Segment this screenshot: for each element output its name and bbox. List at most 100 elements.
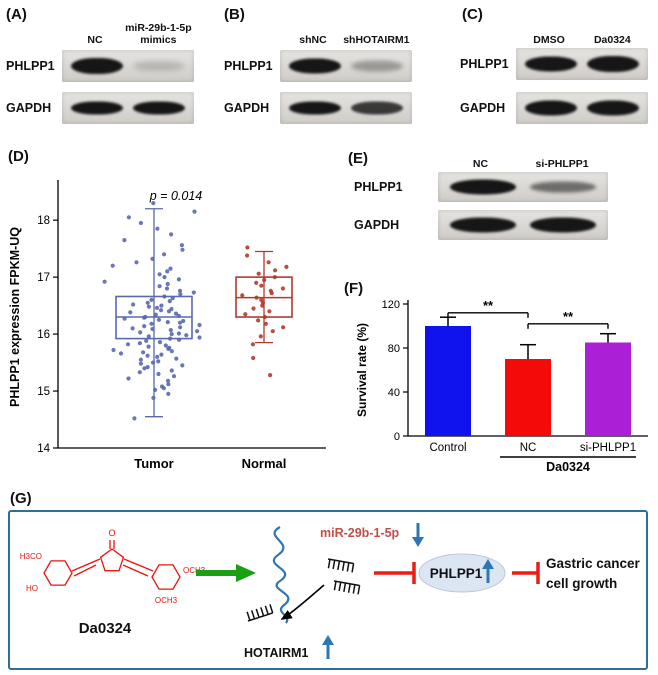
- y-tick-label: 16: [37, 329, 50, 341]
- panel-d-boxplot: (D) 14 15 16 17 18 PHLPP1 expression FPKM-UQ T…: [4, 144, 344, 492]
- y-tick-label: 0: [394, 431, 400, 443]
- panel-c-lane-headers: DMSO Da0324: [516, 8, 648, 46]
- y-tick-label: 17: [37, 272, 50, 284]
- group-label: Da0324: [546, 460, 590, 474]
- gapdh-blot-image: [438, 210, 608, 240]
- phlpp1-blot-image: [516, 48, 648, 80]
- phlpp1-blot-image: [62, 50, 194, 82]
- sponging-arrow: [280, 584, 325, 620]
- cyclopentanone-ring: [99, 548, 125, 572]
- panel-a-lane-headers: NC miR-29b-1-5p mimics: [62, 8, 194, 46]
- h3co-label: H3CO: [20, 552, 42, 561]
- band: [289, 58, 341, 74]
- panel-a-western-blot: (A) NC miR-29b-1-5p mimics PHLPP1 GAPDH: [4, 4, 220, 136]
- blot-row-phlpp1: PHLPP1: [350, 172, 608, 202]
- y-tick-label: 120: [382, 299, 400, 311]
- y-axis-label: PHLPP1 expression FPKM-UQ: [8, 227, 22, 407]
- mirna-comb-icon: [333, 580, 361, 595]
- panel-b-label: (B): [224, 6, 245, 23]
- blot-row-phlpp1: PHLPP1: [224, 50, 412, 82]
- p-value-label: p = 0.014: [149, 189, 203, 203]
- mirna-label: miR-29b-1-5p: [320, 526, 400, 540]
- y-tick-label: 40: [388, 387, 400, 399]
- lane-header-si-phlpp1: si-PHLPP1: [535, 157, 589, 170]
- tumor-normal-boxplot: 14 15 16 17 18 PHLPP1 expression FPKM-UQ Tumor…: [8, 180, 326, 471]
- panel-c-label: (C): [462, 6, 483, 23]
- inhibition-bar-icon: [512, 562, 540, 584]
- x-category-label: si-PHLPP1: [580, 442, 636, 454]
- panel-e-western-blot: (E) NC si-PHLPP1 PHLPP1 GAPDH: [346, 144, 658, 250]
- panel-c-western-blot: (C) DMSO Da0324 PHLPP1 GAPDH: [452, 4, 656, 136]
- significance-label: **: [563, 309, 574, 324]
- band: [289, 101, 341, 115]
- band: [529, 181, 597, 193]
- y-tick-label: 15: [37, 386, 50, 398]
- hotairm1-up-arrow-icon: [322, 635, 334, 659]
- gapdh-blot-image: [62, 92, 194, 124]
- blot-target-label: GAPDH: [6, 101, 52, 115]
- band: [71, 58, 123, 74]
- blot-row-gapdh: GAPDH: [350, 210, 608, 240]
- green-activation-arrow: [196, 564, 256, 582]
- blot-target-label: PHLPP1: [354, 180, 403, 194]
- band: [587, 100, 639, 116]
- blot-target-label: GAPDH: [224, 101, 270, 115]
- phlpp1-up-arrow-icon: [482, 559, 494, 583]
- x-category-label: Control: [429, 442, 466, 454]
- bar-si-phlpp1: [585, 342, 631, 436]
- lane-header-dmso: DMSO: [533, 33, 565, 46]
- mirna-down-arrow-icon: [412, 523, 424, 547]
- och3-bottom-label: OCH3: [155, 596, 178, 605]
- panel-a-label: (A): [6, 6, 27, 23]
- benzene-ring-right: [151, 564, 181, 590]
- y-tick-label: 80: [388, 343, 400, 355]
- benzene-ring-left: [43, 560, 73, 586]
- band: [525, 56, 577, 72]
- significance-label: **: [483, 298, 494, 313]
- hotairm1-label: HOTAIRM1: [244, 646, 308, 660]
- y-tick-label: 14: [37, 443, 50, 455]
- mechanism-diagram: O H3CO HO OCH3 OCH3 Da0324: [8, 510, 648, 670]
- tumor-points: [102, 201, 202, 421]
- mirna-comb-icon: [327, 558, 355, 573]
- y-tick-label: 18: [37, 215, 50, 227]
- blot-target-label: PHLPP1: [6, 59, 55, 73]
- outcome-label-line1: Gastric cancer: [546, 556, 641, 571]
- phlpp1-label: PHLPP1: [430, 566, 483, 581]
- mirna-comb-bound-icon: [246, 604, 274, 622]
- x-category-label: Tumor: [134, 456, 173, 471]
- mechanism-schematic: O H3CO HO OCH3 OCH3 Da0324: [20, 523, 641, 660]
- band: [133, 61, 185, 71]
- ketone-o-label: O: [108, 528, 115, 538]
- band: [587, 56, 639, 72]
- gapdh-blot-image: [516, 92, 648, 124]
- panel-b-lane-headers: shNC shHOTAIRM1: [280, 8, 412, 46]
- panel-f-label: (F): [344, 280, 364, 297]
- panel-f-bar-chart: (F) 0 40 80 120 Survival rate (%) Control NC si…: [342, 278, 658, 492]
- panel-e-label: (E): [348, 150, 368, 167]
- phlpp1-blot-image: [438, 172, 608, 202]
- blot-row-gapdh: GAPDH: [6, 92, 194, 124]
- blot-target-label: PHLPP1: [460, 57, 509, 71]
- lane-header-mir-mimics: miR-29b-1-5p mimics: [125, 21, 192, 46]
- blot-row-gapdh: GAPDH: [460, 92, 648, 124]
- inhibition-bar-icon: [374, 562, 416, 584]
- ho-label: HO: [26, 584, 38, 593]
- outcome-label-line2: cell growth: [546, 576, 617, 591]
- panel-d-label: (D): [8, 148, 29, 165]
- x-category-label: NC: [520, 442, 537, 454]
- hotairm1-rna-squiggle: [272, 526, 290, 624]
- band: [133, 101, 185, 115]
- band: [525, 100, 577, 116]
- phlpp1-ellipse: [418, 553, 506, 593]
- band: [71, 101, 123, 115]
- blot-row-phlpp1: PHLPP1: [460, 48, 648, 80]
- x-category-label: Normal: [242, 456, 287, 471]
- lane-header-nc: NC: [472, 157, 489, 170]
- band: [351, 101, 403, 115]
- och3-right-label: OCH3: [183, 566, 206, 575]
- bar-nc: [505, 359, 551, 436]
- gapdh-blot-image: [280, 92, 412, 124]
- lane-header-shhotairm1: shHOTAIRM1: [343, 33, 410, 46]
